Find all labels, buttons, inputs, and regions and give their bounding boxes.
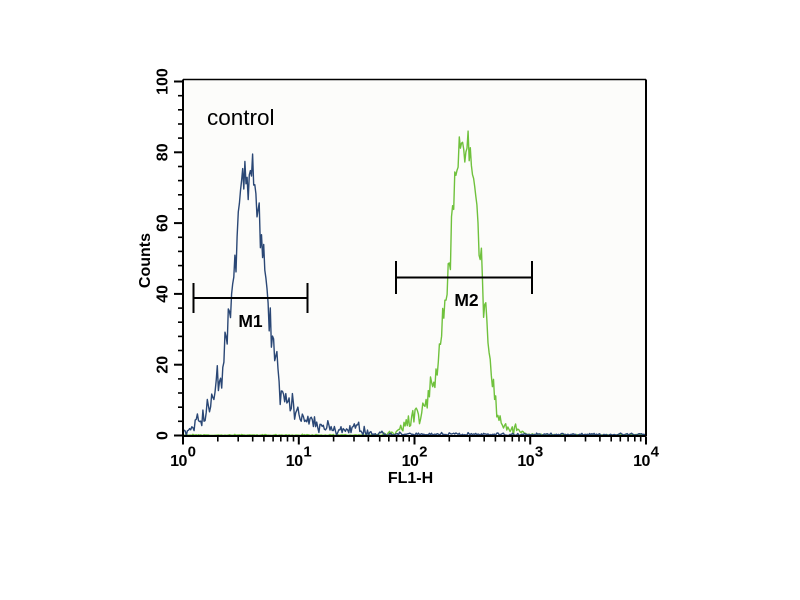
svg-text:10: 10 <box>286 453 303 470</box>
svg-text:60: 60 <box>155 214 172 232</box>
svg-text:10: 10 <box>170 453 187 470</box>
svg-text:Counts: Counts <box>137 233 154 288</box>
svg-text:3: 3 <box>535 444 543 461</box>
svg-text:M2: M2 <box>454 290 479 310</box>
svg-text:0: 0 <box>155 431 172 440</box>
svg-text:control: control <box>207 105 275 130</box>
svg-text:20: 20 <box>155 356 172 374</box>
svg-text:10: 10 <box>402 453 419 470</box>
svg-text:40: 40 <box>155 285 172 303</box>
svg-text:FL1-H: FL1-H <box>388 470 433 487</box>
svg-text:10: 10 <box>517 453 534 470</box>
svg-text:10: 10 <box>633 453 650 470</box>
svg-text:0: 0 <box>188 444 196 461</box>
svg-text:4: 4 <box>651 444 660 461</box>
svg-text:M1: M1 <box>238 311 263 331</box>
svg-text:80: 80 <box>155 143 172 161</box>
svg-text:100: 100 <box>155 68 172 95</box>
svg-text:2: 2 <box>419 444 427 461</box>
svg-text:1: 1 <box>303 444 311 461</box>
